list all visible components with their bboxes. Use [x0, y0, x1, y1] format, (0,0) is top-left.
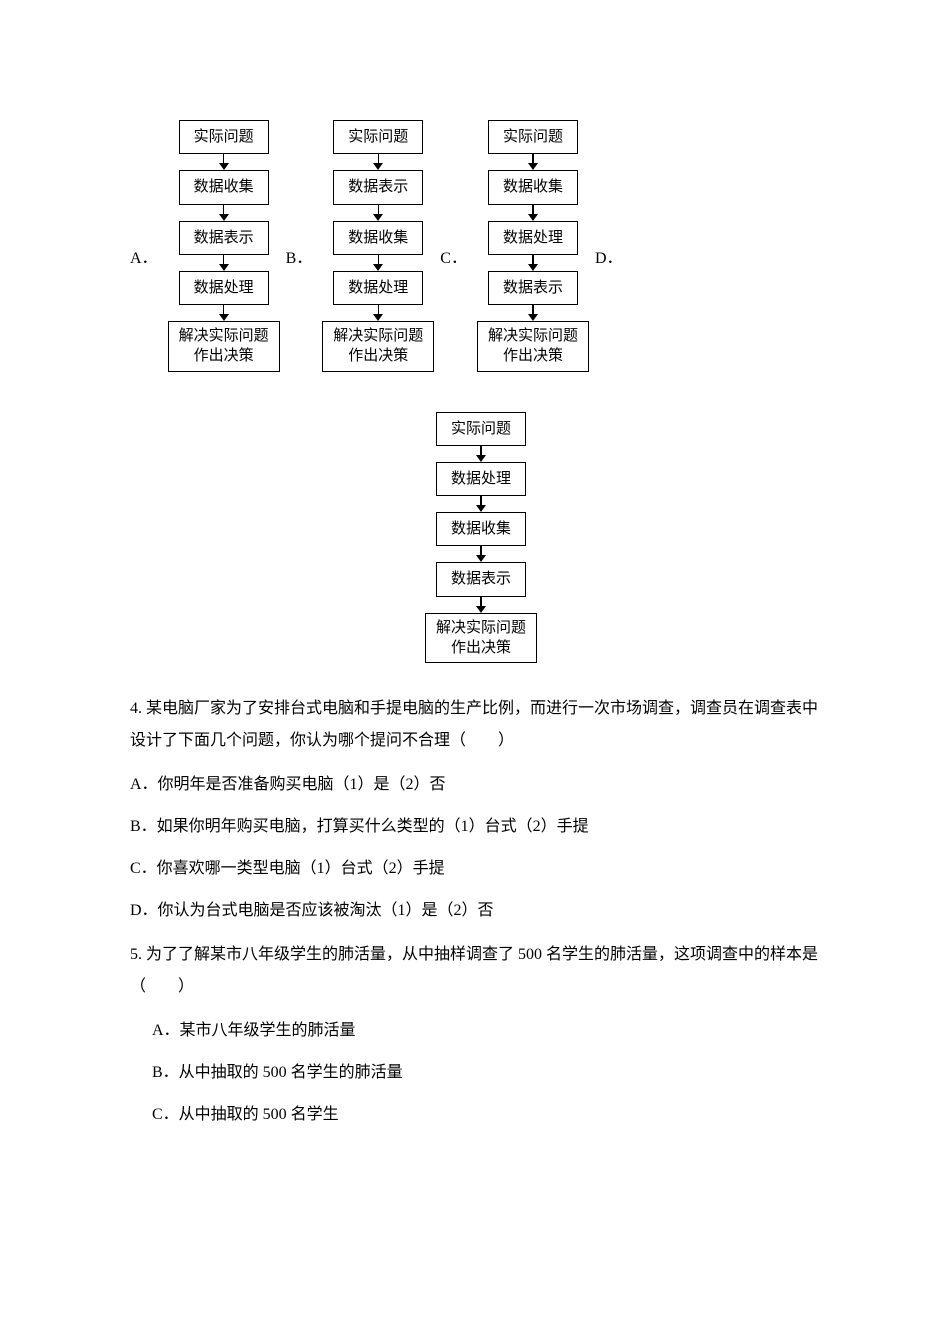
q5-option-a: A．某市八年级学生的肺活量	[130, 1015, 820, 1047]
flow-step-line: 作出决策	[451, 640, 511, 656]
flow-step-line: 解决实际问题	[179, 328, 269, 344]
flow-step-final: 解决实际问题 作出决策	[322, 321, 434, 372]
flow-step-line: 解决实际问题	[488, 328, 578, 344]
flow-step: 数据表示	[333, 170, 423, 204]
flow-step: 数据收集	[488, 170, 578, 204]
flowchart-a: 实际问题 数据收集 数据表示 数据处理 解决实际问题 作出决策	[168, 120, 280, 372]
q4-option-d: D．你认为台式电脑是否应该被淘汰（1）是（2）否	[130, 895, 820, 927]
option-label-b: B．	[286, 244, 313, 268]
q5-option-c: C．从中抽取的 500 名学生	[130, 1099, 820, 1131]
flow-step-line: 解决实际问题	[333, 328, 423, 344]
flow-step: 数据收集	[179, 170, 269, 204]
flow-step-line: 作出决策	[503, 348, 563, 364]
flow-step: 实际问题	[333, 120, 423, 154]
flow-step-line: 作出决策	[194, 348, 254, 364]
option-label-a: A．	[130, 244, 158, 268]
q4-option-c: C．你喜欢哪一类型电脑（1）台式（2）手提	[130, 853, 820, 885]
flow-step: 实际问题	[436, 412, 526, 446]
flow-step: 数据收集	[436, 512, 526, 546]
flow-step: 实际问题	[488, 120, 578, 154]
flow-step: 数据表示	[436, 562, 526, 596]
flow-step: 数据处理	[333, 271, 423, 305]
q4-option-a: A．你明年是否准备购买电脑（1）是（2）否	[130, 769, 820, 801]
page: A． 实际问题 数据收集 数据表示 数据处理 解决实际问题 作出决策 B． 实际…	[0, 0, 950, 1201]
flowcharts-row-abc: A． 实际问题 数据收集 数据表示 数据处理 解决实际问题 作出决策 B． 实际…	[130, 120, 820, 372]
flowcharts-row-d: 实际问题 数据处理 数据收集 数据表示 解决实际问题 作出决策	[130, 412, 820, 664]
flow-step: 数据收集	[333, 221, 423, 255]
flow-step: 实际问题	[179, 120, 269, 154]
flow-step: 数据处理	[488, 221, 578, 255]
flow-step: 数据表示	[488, 271, 578, 305]
flow-step-final: 解决实际问题 作出决策	[477, 321, 589, 372]
flow-step: 数据表示	[179, 221, 269, 255]
flow-step: 数据处理	[179, 271, 269, 305]
flow-step: 数据处理	[436, 462, 526, 496]
q4-option-b: B．如果你明年购买电脑，打算买什么类型的（1）台式（2）手提	[130, 811, 820, 843]
q4-stem: 4. 某电脑厂家为了安排台式电脑和手提电脑的生产比例，而进行一次市场调查，调查员…	[130, 693, 820, 757]
flow-step-line: 解决实际问题	[436, 620, 526, 636]
flow-step-final: 解决实际问题 作出决策	[425, 613, 537, 664]
q5-stem: 5. 为了了解某市八年级学生的肺活量，从中抽样调查了 500 名学生的肺活量，这…	[130, 939, 820, 1003]
option-label-d: D．	[595, 244, 623, 268]
flowchart-c: 实际问题 数据收集 数据处理 数据表示 解决实际问题 作出决策	[477, 120, 589, 372]
flow-step-final: 解决实际问题 作出决策	[168, 321, 280, 372]
flow-step-line: 作出决策	[348, 348, 408, 364]
flowchart-b: 实际问题 数据表示 数据收集 数据处理 解决实际问题 作出决策	[322, 120, 434, 372]
q5-option-b: B．从中抽取的 500 名学生的肺活量	[130, 1057, 820, 1089]
option-label-c: C．	[440, 244, 467, 268]
flowchart-d: 实际问题 数据处理 数据收集 数据表示 解决实际问题 作出决策	[142, 412, 820, 664]
